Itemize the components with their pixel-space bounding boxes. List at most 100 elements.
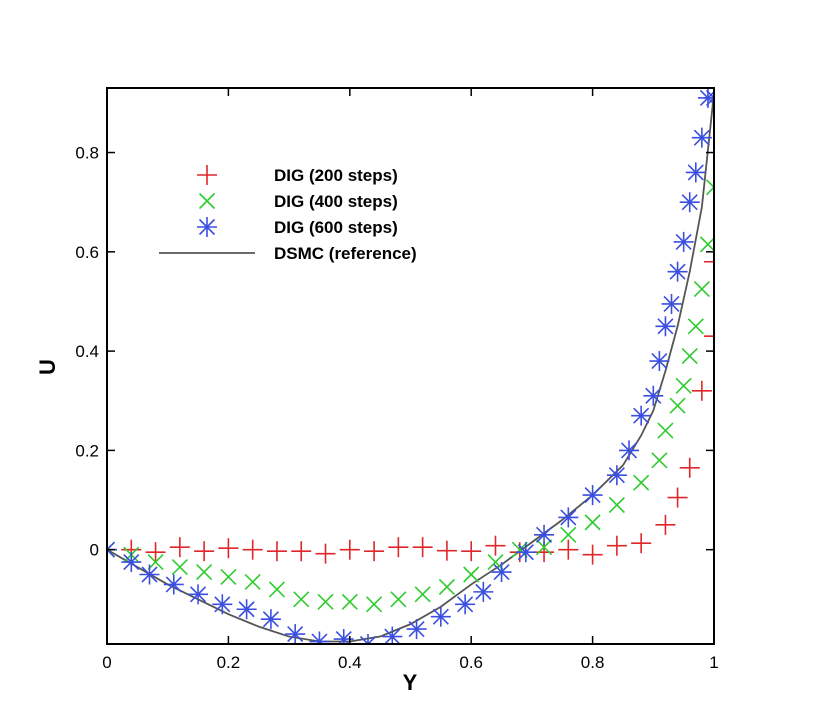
data-point xyxy=(412,537,433,558)
plot-marks xyxy=(107,88,714,644)
data-point xyxy=(485,535,506,556)
data-point xyxy=(171,558,188,576)
y-tick-label: 0.8 xyxy=(75,144,99,163)
legend-swatch-cross xyxy=(198,192,216,210)
x-tick-label: 0.2 xyxy=(217,653,241,672)
data-point xyxy=(414,586,431,603)
data-point xyxy=(667,487,688,508)
legend-label: DIG (400 steps) xyxy=(274,192,398,211)
data-point xyxy=(560,526,577,543)
data-point xyxy=(430,606,451,627)
data-point xyxy=(687,318,704,335)
legend-label: DIG (200 steps) xyxy=(274,166,398,185)
data-point xyxy=(661,293,682,314)
data-point xyxy=(169,537,190,558)
data-point xyxy=(260,609,281,630)
data-point xyxy=(679,457,700,478)
data-point xyxy=(699,236,714,253)
data-point xyxy=(285,624,306,644)
y-tick-label: 0.6 xyxy=(75,243,99,262)
legend-label: DIG (600 steps) xyxy=(274,218,398,237)
x-tick-label: 0.8 xyxy=(581,653,605,672)
legend-item: DIG (400 steps) xyxy=(198,192,398,211)
data-point xyxy=(463,566,480,583)
data-point xyxy=(339,539,360,560)
data-point xyxy=(220,568,237,586)
x-tick-label: 0 xyxy=(102,653,111,672)
data-point xyxy=(691,127,712,148)
data-point xyxy=(705,179,714,196)
data-point xyxy=(406,619,427,640)
data-point xyxy=(390,591,407,608)
data-point xyxy=(317,593,334,610)
legend-item: DSMC (reference) xyxy=(159,244,417,263)
data-point xyxy=(341,593,358,610)
y-tick-label: 0.4 xyxy=(75,342,99,361)
legend: DIG (200 steps) DIG (400 steps) DIG (600 s… xyxy=(159,165,417,263)
data-point xyxy=(511,541,528,558)
data-point xyxy=(364,541,385,562)
plot-frame xyxy=(106,87,715,645)
x-tick-label: 1 xyxy=(709,653,718,672)
data-point xyxy=(315,543,336,564)
data-point xyxy=(461,541,482,562)
data-point xyxy=(619,440,640,461)
data-point xyxy=(649,351,670,372)
x-axis: 0 0.2 0.4 0.6 0.8 1 xyxy=(102,88,719,672)
data-point xyxy=(657,422,674,439)
data-point xyxy=(535,539,553,556)
data-point xyxy=(667,261,688,282)
data-point xyxy=(139,564,160,585)
series-plus xyxy=(107,251,714,565)
data-point xyxy=(558,507,579,528)
data-point xyxy=(388,537,409,558)
data-point xyxy=(693,280,710,298)
data-point xyxy=(293,591,310,608)
legend-label: DSMC (reference) xyxy=(274,244,417,263)
legend-item: DIG (600 steps) xyxy=(197,217,398,237)
data-point xyxy=(675,377,692,394)
data-point xyxy=(196,563,213,581)
data-point xyxy=(366,596,383,613)
data-point xyxy=(534,524,555,545)
data-point xyxy=(382,626,403,644)
dsmc-line xyxy=(107,92,714,643)
data-point xyxy=(704,251,714,272)
data-point xyxy=(655,514,676,535)
data-point xyxy=(242,539,263,560)
x-axis-label: Y xyxy=(403,670,418,695)
x-tick-label: 0.4 xyxy=(338,653,362,672)
data-point xyxy=(515,542,536,563)
data-point xyxy=(643,385,664,406)
series-line xyxy=(107,92,714,643)
data-point xyxy=(473,581,494,602)
data-point xyxy=(212,594,233,615)
data-point xyxy=(633,474,650,491)
y-axis: 0 0.2 0.4 0.6 0.8 xyxy=(75,144,714,560)
data-point xyxy=(534,542,555,563)
data-point xyxy=(358,634,379,644)
data-point xyxy=(691,380,712,401)
legend-swatch-plus xyxy=(197,165,217,185)
data-point xyxy=(455,594,476,615)
data-point xyxy=(608,496,625,514)
data-point xyxy=(606,465,627,486)
data-point xyxy=(163,574,184,595)
data-point xyxy=(236,599,257,620)
data-point xyxy=(309,631,330,644)
data-point xyxy=(558,539,579,560)
data-point xyxy=(244,573,261,591)
data-point xyxy=(582,485,603,506)
data-point xyxy=(436,540,457,561)
data-point xyxy=(491,562,512,583)
data-point xyxy=(218,538,239,559)
legend-item: DIG (200 steps) xyxy=(197,165,398,185)
data-point xyxy=(679,192,700,213)
data-point xyxy=(487,554,504,571)
data-point xyxy=(685,162,706,183)
data-point xyxy=(673,231,694,252)
data-point xyxy=(145,542,166,563)
data-point xyxy=(291,541,312,562)
data-point xyxy=(704,326,714,347)
